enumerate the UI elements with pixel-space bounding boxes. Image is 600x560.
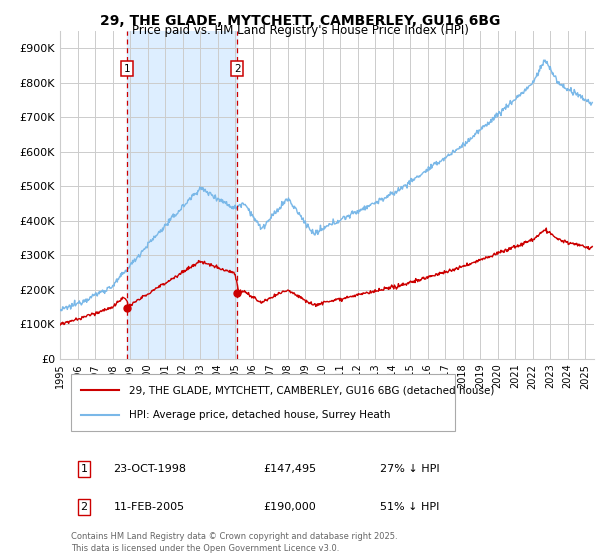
Text: 29, THE GLADE, MYTCHETT, CAMBERLEY, GU16 6BG (detached house): 29, THE GLADE, MYTCHETT, CAMBERLEY, GU16… bbox=[130, 385, 495, 395]
Text: 2: 2 bbox=[80, 502, 88, 512]
Text: 23-OCT-1998: 23-OCT-1998 bbox=[113, 464, 187, 474]
Text: £147,495: £147,495 bbox=[263, 464, 316, 474]
Text: 11-FEB-2005: 11-FEB-2005 bbox=[113, 502, 185, 512]
Text: 1: 1 bbox=[124, 64, 130, 74]
Text: £190,000: £190,000 bbox=[263, 502, 316, 512]
FancyBboxPatch shape bbox=[71, 374, 455, 431]
Text: 29, THE GLADE, MYTCHETT, CAMBERLEY, GU16 6BG: 29, THE GLADE, MYTCHETT, CAMBERLEY, GU16… bbox=[100, 14, 500, 28]
Bar bbox=[127, 31, 237, 359]
Text: 51% ↓ HPI: 51% ↓ HPI bbox=[380, 502, 440, 512]
Text: 1: 1 bbox=[80, 464, 88, 474]
Text: Contains HM Land Registry data © Crown copyright and database right 2025.: Contains HM Land Registry data © Crown c… bbox=[71, 532, 397, 541]
Text: 27% ↓ HPI: 27% ↓ HPI bbox=[380, 464, 440, 474]
Text: 2: 2 bbox=[234, 64, 241, 74]
Text: HPI: Average price, detached house, Surrey Heath: HPI: Average price, detached house, Surr… bbox=[130, 410, 391, 420]
Text: Price paid vs. HM Land Registry's House Price Index (HPI): Price paid vs. HM Land Registry's House … bbox=[131, 24, 469, 37]
Text: This data is licensed under the Open Government Licence v3.0.: This data is licensed under the Open Gov… bbox=[71, 544, 339, 553]
